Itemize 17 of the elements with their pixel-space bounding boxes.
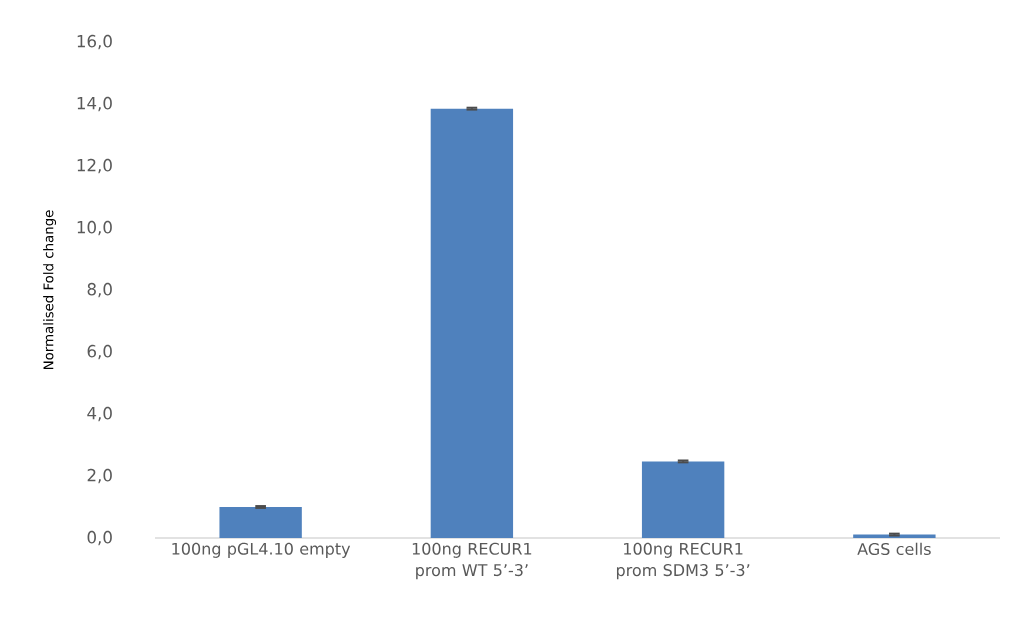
y-tick-label: 12,0 (77, 158, 112, 174)
x-tick-label: 100ng RECUR1 prom SDM3 5’-3’ (616, 542, 750, 580)
y-axis-title: Normalised Fold change (43, 210, 57, 369)
y-tick-label: 2,0 (87, 468, 112, 484)
x-tick-label: 100ng RECUR1 prom WT 5’-3’ (412, 542, 532, 580)
bar (430, 108, 514, 538)
y-tick-label: 0,0 (87, 530, 112, 546)
x-tick-label: AGS cells (857, 542, 931, 556)
y-tick-label: 10,0 (77, 220, 112, 236)
bar (219, 506, 302, 538)
y-tick-label: 4,0 (87, 406, 112, 422)
y-tick-label: 8,0 (87, 282, 112, 298)
y-tick-label: 6,0 (87, 344, 112, 360)
y-tick-label: 14,0 (77, 96, 112, 112)
y-tick-label: 16,0 (77, 34, 112, 50)
x-tick-label: 100ng pGL4.10 empty (172, 542, 351, 558)
bar (641, 461, 725, 538)
